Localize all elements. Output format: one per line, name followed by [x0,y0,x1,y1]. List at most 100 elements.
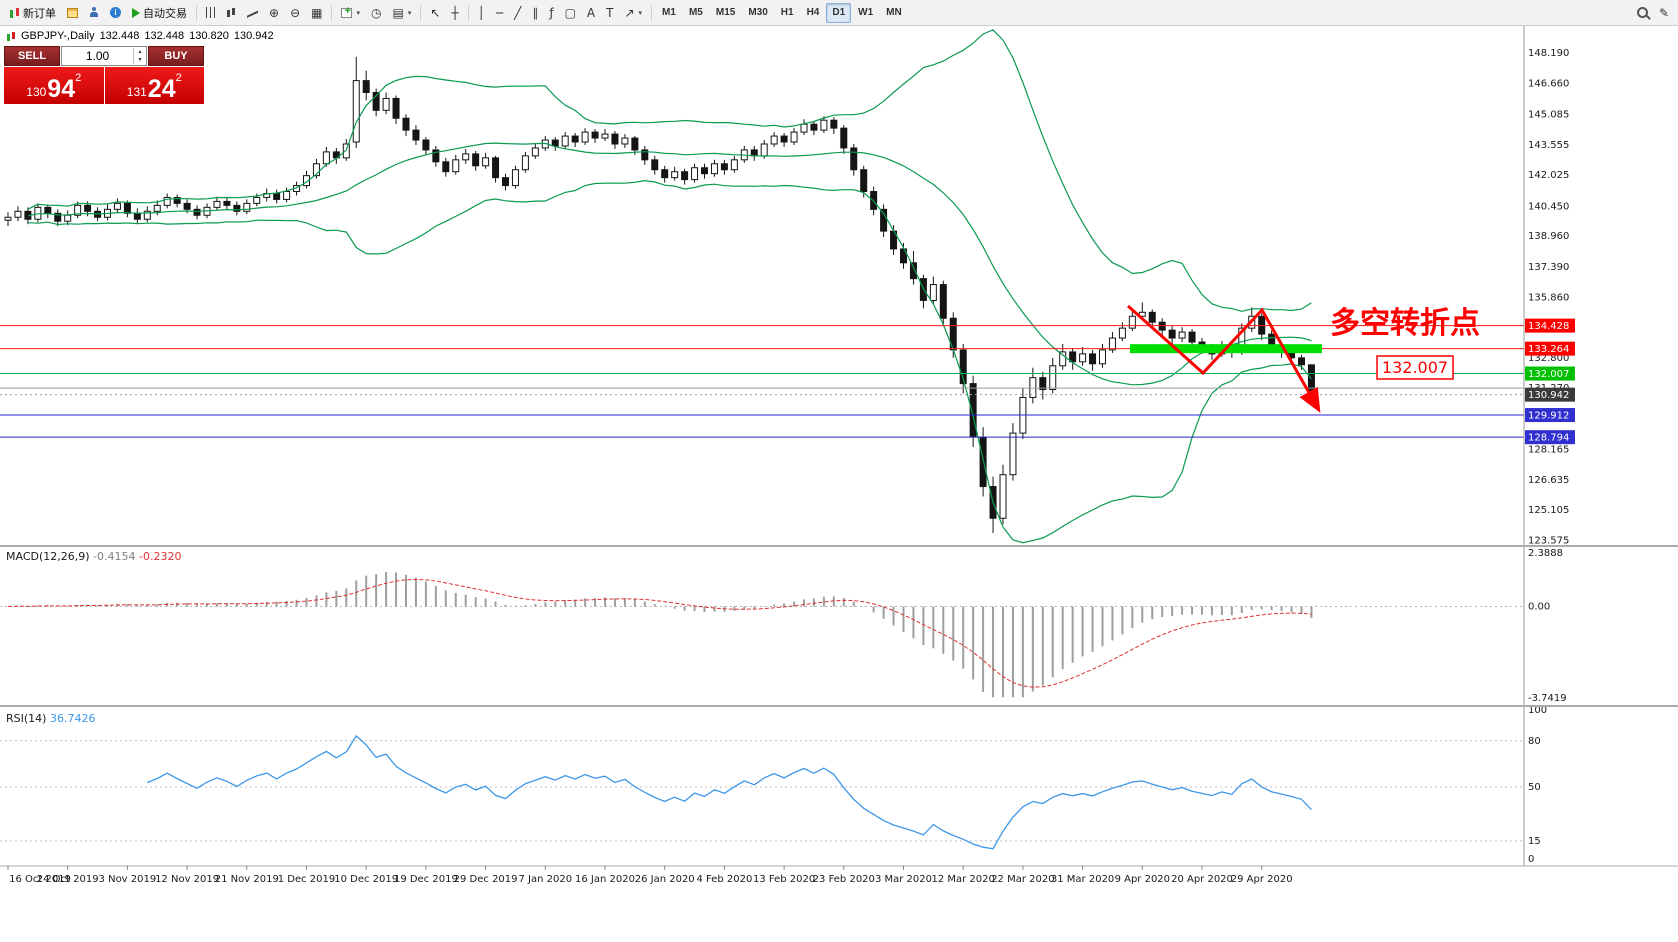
community-button[interactable] [105,3,126,23]
tf-h1-button[interactable]: H1 [775,3,800,23]
candle-body [720,163,728,171]
buy-button[interactable]: BUY [148,46,204,66]
candle-body [223,200,231,206]
candle-body [113,202,121,210]
tf-d1-button[interactable]: D1 [826,2,852,23]
edit-button[interactable]: ✎ [1654,3,1674,23]
buy-price-button[interactable]: 131 24 2 [104,67,204,104]
candle-body [1307,364,1315,396]
date-label: 22 Mar 2020 [991,874,1054,885]
candle-body [472,153,480,167]
equidistant-channel-button[interactable]: ∥ [527,3,543,23]
date-label: 29 Dec 2019 [454,874,518,885]
zoom-in-button-glyph: ⊕ [269,5,280,20]
volume-up-button[interactable]: ▴ [138,49,142,55]
candle-body [372,91,380,111]
person-icon [89,7,99,18]
tf-m30-button[interactable]: M30 [742,3,773,23]
tf-w1-button[interactable]: W1 [852,3,879,23]
arrows-tool-button[interactable]: ↗ ▾ [619,3,647,23]
horizontal-line-button[interactable]: ─ [491,3,508,23]
candle-body [780,135,788,143]
tf-mn-button[interactable]: MN [880,3,908,23]
info-icon [110,7,121,18]
volume-input[interactable]: 1.00 ▴ ▾ [61,46,147,66]
candle-body [571,135,579,143]
autotrading-button[interactable]: 自动交易 [127,3,192,23]
rsi-pane[interactable] [0,734,1524,850]
symbol-period-label: GBPJPY-,Daily [21,30,95,42]
turning-point-label[interactable]: 多空转折点 [1330,306,1480,341]
text-button[interactable]: A [582,3,600,23]
text-button-glyph: A [586,5,596,20]
tf-mn-button-label: MN [886,7,902,18]
vertical-line-button-glyph: │ [477,5,485,20]
candle-body [362,80,370,93]
sell-price-pips: 94 [47,75,76,103]
toolbar-separator [420,4,422,21]
vertical-line-button[interactable]: │ [473,3,490,23]
rsi-tick-label: 50 [1528,782,1541,793]
price-tick-label: 138.960 [1528,231,1569,242]
candle-body [601,133,609,139]
chart-canvas[interactable]: 多空转折点 132.007 148.190 146.660 145.085 143.555… [0,26,1678,942]
zoom-out-button[interactable]: ⊖ [285,3,305,23]
tf-m5-button[interactable]: M5 [683,3,709,23]
trendline-button-glyph: ╱ [514,5,522,20]
candle-body [1188,331,1196,343]
price-badge [1525,408,1575,423]
trend-arrow[interactable] [1127,304,1321,413]
candle-body [243,202,251,212]
tf-h4-button[interactable]: H4 [801,3,826,23]
volume-down-button[interactable]: ▾ [138,57,142,63]
tf-m1-button[interactable]: M1 [656,3,682,23]
crosshair-button[interactable]: ┼ [446,3,463,23]
new-order-button[interactable]: 新订单 [4,3,61,23]
buy-price-base: 131 [126,85,147,99]
price-axis[interactable]: 148.190 146.660 145.085 143.555 142.025 140.4… [1525,48,1575,547]
price-pane[interactable]: 多空转折点 132.007 [0,29,1524,544]
candle-body [273,192,281,200]
candle-body [591,131,599,139]
macd-pane[interactable] [0,571,1524,698]
toolbar-separator [331,4,333,21]
sell-price-button[interactable]: 130 94 2 [4,67,104,104]
text-label-button[interactable]: T [601,3,618,23]
rsi-tick-label: 80 [1528,736,1541,747]
candle-body [830,119,838,129]
line-chart-type-button[interactable] [242,3,263,23]
equidistant-channel-button-glyph: ∥ [532,5,539,20]
tf-m5-button-label: M5 [688,7,703,18]
date-label: 7 Jan 2020 [519,874,573,885]
search-button[interactable] [1632,3,1653,23]
zoom-in-button[interactable]: ⊕ [264,3,284,23]
cursor-button[interactable]: ↖ [425,3,445,23]
candle-body [492,157,500,179]
tf-m15-button[interactable]: M15 [710,3,741,23]
fibonacci-button[interactable]: ƒ [544,3,558,23]
profile-button[interactable] [84,3,104,23]
bar-chart-type-button[interactable] [201,3,220,23]
candle-body [710,163,718,175]
price-badge-label: 133.264 [1528,344,1569,355]
chart-window-button[interactable] [62,3,83,23]
new-chart-button[interactable]: ▾ [336,3,365,23]
chart-background [0,26,1678,942]
arrows-tool-button-glyph: ↗ [624,5,635,20]
candle-body [163,196,171,206]
shapes-button[interactable]: ▢ [560,3,581,23]
candlestick-chart-type-button[interactable] [221,3,241,23]
trendline-button[interactable]: ╱ [509,3,526,23]
sell-button[interactable]: SELL [4,46,60,66]
price-callout-box[interactable] [1376,355,1454,380]
tile-windows-button[interactable]: ▦ [306,3,327,23]
templates-button[interactable]: ▤ ▾ [387,3,416,23]
candle-body [631,137,639,151]
candle-body [452,159,460,173]
bars-icon [206,7,215,18]
candle-body [312,163,320,177]
period-clock-button[interactable]: ◷ [366,3,386,23]
candle-body [909,262,917,280]
price-tick-label: 135.860 [1528,292,1569,303]
